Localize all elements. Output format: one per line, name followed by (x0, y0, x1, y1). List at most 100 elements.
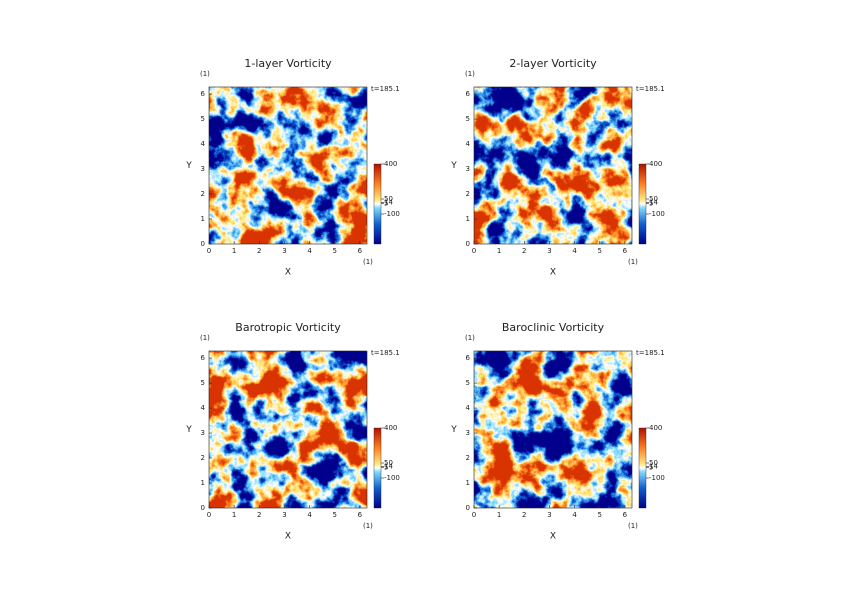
y-tick-label: 5 (466, 115, 470, 123)
y-tick-label: 6 (201, 354, 206, 362)
x-tick-label: 1 (497, 511, 501, 519)
colorbar-tick-label: 400 (649, 160, 662, 168)
y-unit: (1) (200, 70, 210, 78)
y-tick-label: 4 (201, 404, 206, 412)
colorbar (373, 427, 382, 509)
x-tick-label: 1 (232, 511, 236, 519)
x-tick-label: 6 (623, 511, 628, 519)
colorbar-tick-label: -100 (649, 210, 665, 218)
y-tick-label: 1 (201, 479, 205, 487)
x-tick-label: 2 (257, 511, 261, 519)
panel-title: Barotropic Vorticity (235, 321, 341, 334)
x-tick-label: 6 (623, 247, 628, 255)
y-tick-label: 1 (466, 215, 470, 223)
x-tick-label: 5 (597, 511, 601, 519)
panel-title: Baroclinic Vorticity (502, 321, 605, 334)
x-axis-label: X (550, 268, 556, 278)
x-axis-label: X (285, 532, 291, 542)
colorbar-tick-label: -100 (649, 474, 665, 482)
colorbar (638, 163, 647, 245)
y-tick-label: 0 (201, 504, 205, 512)
y-tick-label: 2 (466, 190, 470, 198)
colorbar-tick-label: 5 (649, 464, 653, 472)
y-tick-label: 3 (466, 165, 470, 173)
colorbar-tick-label: 14 (649, 463, 658, 471)
x-tick-label: 3 (547, 511, 551, 519)
colorbar-tick-label: -100 (384, 210, 400, 218)
y-tick-label: 5 (466, 379, 470, 387)
y-tick-label: 0 (466, 504, 470, 512)
colorbar-tick-label: 50 (384, 459, 393, 467)
time-label: t=185.1 (636, 85, 665, 93)
x-tick-label: 3 (282, 247, 286, 255)
colorbar-tick-label: 5 (384, 200, 388, 208)
colorbar-tick-label: 50 (384, 195, 393, 203)
y-tick-label: 5 (201, 379, 205, 387)
x-tick-label: 2 (522, 247, 526, 255)
colorbar-tick-label: 400 (649, 424, 662, 432)
x-unit: (1) (363, 258, 373, 266)
y-tick-label: 6 (466, 354, 471, 362)
x-tick-label: 4 (307, 511, 312, 519)
vorticity-field (209, 87, 367, 244)
colorbar-tick-label: 14 (384, 199, 393, 207)
plot-frame (208, 86, 368, 245)
vorticity-field (474, 351, 632, 508)
colorbar-tick-label: 400 (384, 160, 397, 168)
colorbar-tick-label: 50 (649, 459, 658, 467)
y-tick-label: 2 (201, 190, 205, 198)
x-tick-label: 1 (497, 247, 501, 255)
y-tick-label: 0 (201, 240, 205, 248)
vorticity-field (209, 351, 367, 508)
vorticity-field (474, 87, 632, 244)
x-tick-label: 0 (207, 511, 211, 519)
y-unit: (1) (465, 70, 475, 78)
x-tick-label: 0 (472, 247, 476, 255)
y-tick-label: 4 (201, 140, 206, 148)
colorbar-tick-label: 14 (384, 463, 393, 471)
x-tick-label: 6 (358, 247, 363, 255)
y-axis-label: Y (450, 425, 457, 435)
y-tick-label: 1 (201, 215, 205, 223)
y-unit: (1) (465, 334, 475, 342)
y-axis-label: Y (185, 161, 192, 171)
y-tick-label: 0 (466, 240, 470, 248)
colorbar-tick-label: 5 (384, 464, 388, 472)
x-unit: (1) (628, 522, 638, 530)
y-tick-label: 4 (466, 140, 471, 148)
x-tick-label: 4 (572, 511, 577, 519)
x-tick-label: 0 (207, 247, 211, 255)
colorbar-tick-label: 5 (649, 200, 653, 208)
x-tick-label: 5 (332, 247, 336, 255)
panel-title: 2-layer Vorticity (509, 57, 597, 70)
y-tick-label: 4 (466, 404, 471, 412)
plot-frame (473, 350, 633, 509)
x-tick-label: 0 (472, 511, 476, 519)
plot-frame (208, 350, 368, 509)
x-tick-label: 3 (547, 247, 551, 255)
y-tick-label: 2 (466, 454, 470, 462)
colorbar-tick-label: 400 (384, 424, 397, 432)
x-tick-label: 3 (282, 511, 286, 519)
x-tick-label: 6 (358, 511, 363, 519)
y-tick-label: 6 (466, 90, 471, 98)
colorbar (638, 427, 647, 509)
y-unit: (1) (200, 334, 210, 342)
y-tick-label: 2 (201, 454, 205, 462)
x-axis-label: X (285, 268, 291, 278)
plot-frame (473, 86, 633, 245)
x-tick-label: 2 (257, 247, 261, 255)
time-label: t=185.1 (636, 349, 665, 357)
panel-title: 1-layer Vorticity (244, 57, 332, 70)
y-axis-label: Y (450, 161, 457, 171)
y-tick-label: 3 (466, 429, 470, 437)
colorbar-tick-label: -100 (384, 474, 400, 482)
x-unit: (1) (628, 258, 638, 266)
x-tick-label: 1 (232, 247, 236, 255)
colorbar-tick-label: 14 (649, 199, 658, 207)
x-tick-label: 4 (572, 247, 577, 255)
y-tick-label: 3 (201, 429, 205, 437)
time-label: t=185.1 (371, 85, 400, 93)
x-tick-label: 2 (522, 511, 526, 519)
